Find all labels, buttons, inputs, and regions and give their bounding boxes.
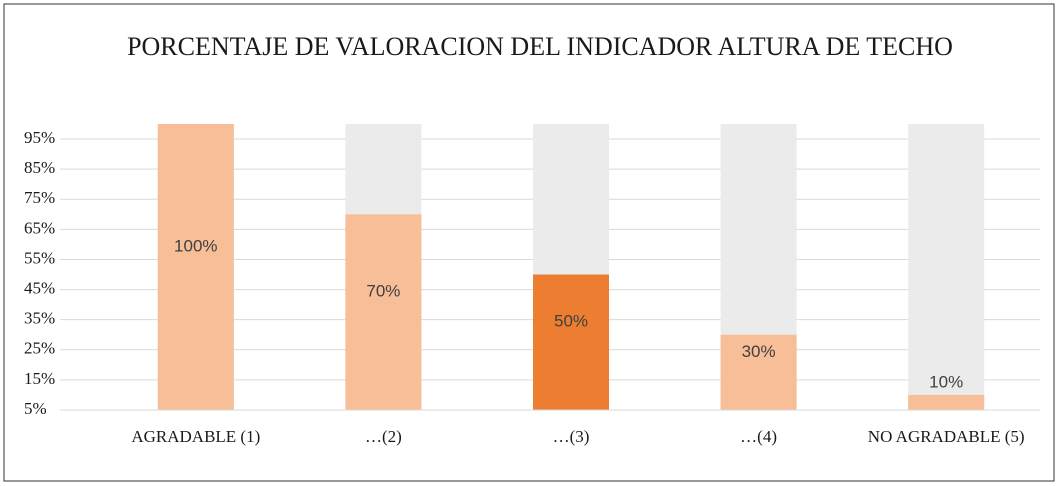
bar-background [908, 124, 985, 410]
chart-border [3, 3, 1055, 482]
chart-title: PORCENTAJE DE VALORACION DEL INDICADOR A… [127, 32, 953, 61]
x-tick-label: …(3) [552, 427, 590, 446]
bar [157, 124, 234, 410]
y-tick-label: 75% [24, 188, 55, 207]
data-label: 30% [742, 342, 776, 361]
x-tick-label: …(2) [364, 427, 402, 446]
x-tick-label: NO AGRADABLE (5) [867, 427, 1025, 446]
bar [908, 394, 985, 410]
y-tick-label: 45% [24, 278, 55, 297]
y-tick-label: 35% [24, 309, 55, 328]
y-tick-label: 55% [24, 248, 55, 267]
data-label: 50% [554, 312, 588, 331]
y-tick-label: 5% [24, 399, 47, 418]
y-tick-label: 85% [24, 158, 55, 177]
data-label: 100% [174, 236, 217, 255]
y-tick-label: 65% [24, 218, 55, 237]
bar [720, 334, 797, 410]
bar [533, 274, 609, 410]
data-label: 10% [929, 372, 963, 391]
x-tick-label: …(4) [740, 427, 777, 446]
y-tick-label: 95% [24, 128, 55, 147]
bar [345, 214, 422, 410]
y-tick-label: 15% [24, 369, 55, 388]
x-tick-label: AGRADABLE (1) [131, 427, 261, 446]
y-tick-label: 25% [24, 339, 55, 358]
data-label: 70% [366, 282, 400, 301]
